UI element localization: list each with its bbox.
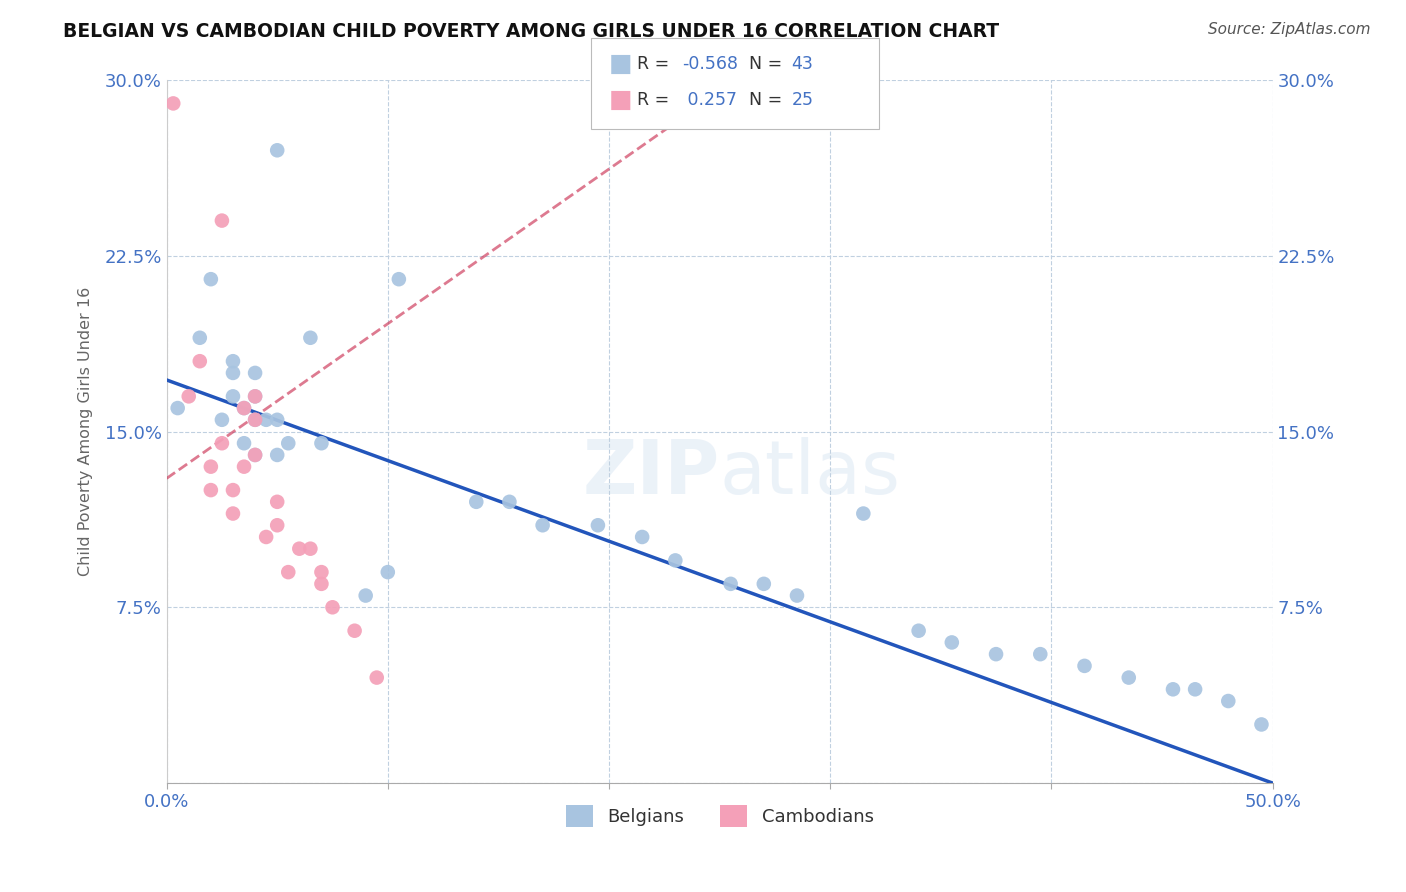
Point: [266, 518, 288, 533]
Point: [1184, 682, 1206, 697]
Text: -0.568: -0.568: [682, 55, 738, 73]
Point: [388, 272, 411, 286]
Point: [243, 413, 266, 427]
Point: [299, 331, 322, 345]
Point: [177, 389, 200, 403]
Point: [1218, 694, 1240, 708]
Text: 43: 43: [792, 55, 814, 73]
Point: [311, 565, 333, 579]
Point: [321, 600, 343, 615]
Point: [211, 413, 233, 427]
Text: N =: N =: [749, 91, 789, 109]
Y-axis label: Child Poverty Among Girls Under 16: Child Poverty Among Girls Under 16: [79, 287, 93, 576]
Point: [162, 96, 184, 111]
Text: ZIP: ZIP: [582, 437, 720, 510]
Text: ■: ■: [609, 88, 633, 112]
Point: [299, 541, 322, 556]
Point: [222, 483, 245, 497]
Point: [243, 389, 266, 403]
Legend: Belgians, Cambodians: Belgians, Cambodians: [558, 797, 880, 834]
Point: [266, 495, 288, 509]
Point: [366, 671, 388, 685]
Point: [243, 413, 266, 427]
Point: [222, 389, 245, 403]
Point: [852, 507, 875, 521]
Point: [1161, 682, 1184, 697]
Text: BELGIAN VS CAMBODIAN CHILD POVERTY AMONG GIRLS UNDER 16 CORRELATION CHART: BELGIAN VS CAMBODIAN CHILD POVERTY AMONG…: [63, 22, 1000, 41]
Point: [188, 354, 211, 368]
Point: [166, 401, 188, 415]
Point: [354, 589, 377, 603]
Point: [243, 448, 266, 462]
Point: [377, 565, 399, 579]
Point: [188, 331, 211, 345]
Point: [1250, 717, 1272, 731]
Point: [311, 577, 333, 591]
Point: [200, 483, 222, 497]
Point: [311, 436, 333, 450]
Point: [254, 530, 277, 544]
Point: [222, 366, 245, 380]
Point: [222, 507, 245, 521]
Point: [498, 495, 520, 509]
Text: Source: ZipAtlas.com: Source: ZipAtlas.com: [1208, 22, 1371, 37]
Point: [343, 624, 366, 638]
Point: [211, 213, 233, 227]
Point: [200, 459, 222, 474]
Text: atlas: atlas: [720, 437, 901, 510]
Point: [243, 448, 266, 462]
Point: [200, 272, 222, 286]
Point: [211, 436, 233, 450]
Point: [786, 589, 808, 603]
Point: [288, 541, 311, 556]
Point: [254, 413, 277, 427]
Point: [266, 413, 288, 427]
Text: R =: R =: [637, 91, 675, 109]
Text: N =: N =: [749, 55, 789, 73]
Text: 0.257: 0.257: [682, 91, 737, 109]
Point: [266, 448, 288, 462]
Point: [941, 635, 963, 649]
Point: [222, 354, 245, 368]
Point: [233, 401, 256, 415]
Point: [720, 577, 742, 591]
Point: [277, 565, 299, 579]
Text: ■: ■: [609, 53, 633, 76]
Point: [1118, 671, 1140, 685]
Point: [631, 530, 654, 544]
Point: [277, 436, 299, 450]
Point: [465, 495, 488, 509]
Point: [233, 459, 256, 474]
Point: [243, 389, 266, 403]
Point: [243, 366, 266, 380]
Point: [664, 553, 686, 567]
Point: [1073, 658, 1095, 673]
Point: [586, 518, 609, 533]
Point: [233, 436, 256, 450]
Point: [1029, 647, 1052, 661]
Text: 25: 25: [792, 91, 814, 109]
Point: [752, 577, 775, 591]
Point: [266, 143, 288, 157]
Point: [531, 518, 554, 533]
Point: [984, 647, 1007, 661]
Point: [233, 401, 256, 415]
Text: R =: R =: [637, 55, 675, 73]
Point: [907, 624, 929, 638]
